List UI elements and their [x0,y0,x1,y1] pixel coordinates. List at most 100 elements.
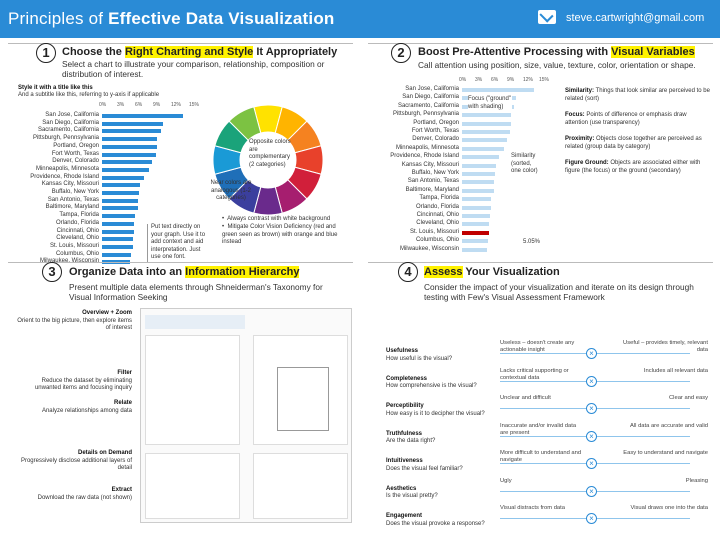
scale-marker-icon: × [586,348,597,359]
step-number-4: 4 [398,262,418,282]
criterion-name: Intuitiveness [386,458,423,464]
panel-2 [368,43,713,258]
row-label: Fort Worth, Texas [51,150,99,157]
focus-label: Focus ("ground" with shading) [468,96,512,111]
scale-marker-icon: × [586,485,597,497]
definition-text: Objects are associated either with figur… [565,160,701,174]
row-label: Denver, Colorado [52,158,99,165]
taxonomy-step-desc: Orient to the big picture, then explore … [17,317,132,332]
row-label: Minneapolis, Minnesota [395,144,459,151]
tick-label: 15% [189,102,200,108]
row-label: Milwaukee, Wisconsin [39,258,99,265]
row-label: Cleveland, Ohio [416,220,459,227]
panel-4 [368,262,713,537]
tick-label: 6% [135,102,143,108]
bar [462,222,490,227]
taxonomy-step-desc: Progressively disclose additional layers… [20,457,132,472]
row-label: Sacramento, California [37,127,99,134]
bar [102,206,138,211]
scale-low: Ugly [500,477,512,484]
bullet-1: • Always contrast with white background [222,216,331,222]
bar [462,188,494,193]
bar [102,144,158,149]
row-label: Buffalo, New York [411,170,459,176]
row-label: Sacramento, California [397,102,459,109]
row-label: Portland, Oregon [53,142,99,149]
bar [462,205,491,210]
assess-criterion: Truthfulness Are the data right? [386,431,486,446]
panel-3-desc: Present multiple data elements through S… [69,282,323,302]
mail-icon[interactable] [538,10,556,24]
definition-term: Figure Ground: [565,160,609,166]
tick-label: 9% [153,102,161,108]
row-label: Buffalo, New York [51,189,99,195]
scale-marker-icon: × [586,513,597,524]
assess-criterion: Perceptibility How easy is it to decipher… [386,403,486,418]
step-number-1: 1 [36,43,56,63]
scale-high: Useful – provides timely, relevant data [623,340,708,353]
row-label: San Antonio, Texas [407,178,459,185]
row-label: Cincinnati, Ohio [56,227,99,234]
criterion-question: How comprehensive is the visual? [386,383,477,389]
row-label: Cincinnati, Ohio [416,212,459,218]
tick-label: 6% [491,77,499,83]
assess-criterion: Intuitiveness Does the visual feel famili… [386,458,486,473]
highlight-value: 5.05% [523,239,541,245]
scale-high: Includes all relevant data [643,367,708,374]
scale-low: More difficult to understand and navigat… [500,450,582,463]
row-label: Minneapolis, Minnesota [35,165,99,172]
taxonomy-step-title: Details on Demand [77,450,132,456]
criterion-name: Engagement [386,513,423,519]
bar [462,130,510,134]
bar [102,114,183,118]
definition: Similarity: Things that look similar are… [565,88,710,103]
criterion-name: Completeness [386,375,428,382]
bar [102,152,156,157]
criterion-question: Is the visual pretty? [386,493,438,499]
email-link[interactable]: steve.cartwright@gmail.com [566,12,705,24]
criterion-name: Usefulness [386,348,419,354]
row-label: Kansas City, Missouri [41,181,99,188]
criterion-question: Does the visual provoke a response? [386,520,485,527]
bar [102,229,134,234]
step-number-3: 3 [42,262,62,282]
row-label: Baltimore, Maryland [45,204,99,211]
row-label: San Jose, California [45,112,99,118]
bar [102,183,141,188]
bar [102,129,161,134]
row-label: Baltimore, Maryland [405,186,459,193]
definition-text: Things that look similar are perceived t… [565,88,710,102]
bar [462,113,512,118]
scale-high: Easy to understand and navigate [623,450,708,456]
panel-4-title: Assess Your Visualization [424,266,560,278]
bar [462,197,492,202]
assess-criterion: Engagement Does the visual provoke a resp… [386,513,486,528]
bar [102,175,144,180]
bar [102,252,132,257]
chart1-title: Style it with a title like this [18,85,93,91]
color-wheel-segment [228,106,262,141]
scale-marker-icon: × [586,403,597,414]
analogous-note: Near colors are analogous (1-2 categorie… [210,180,252,201]
assess-criterion: Completeness How comprehensive is the vis… [386,376,486,391]
criterion-question: Are the data right? [386,438,436,444]
panel-3-title: Organize Data into an Information Hierar… [69,266,300,278]
bar [102,167,149,172]
scale-high: All data are accurate and valid [630,422,708,429]
tick-label: 9% [507,77,515,83]
bar [102,137,158,142]
definition: Proximity: Objects close together are pe… [565,136,710,151]
similarity-label: Similarity (sorted, one color) [511,153,538,174]
panel-1 [8,43,353,258]
scale-high: Clear and easy [669,395,708,401]
criterion-question: How useful is the visual? [386,355,453,362]
definition: Focus: Points of difference or emphasis … [565,112,710,127]
tick-label: 0% [459,77,467,83]
assess-criterion: Usefulness How useful is the visual? [386,348,486,363]
taxonomy-step-title: Extract [111,487,132,493]
bar [462,155,500,160]
tick-label: 12% [523,77,534,83]
bar [102,160,153,165]
taxonomy-step: Relate Analyze relationships among data [14,400,132,415]
bar [462,138,507,143]
